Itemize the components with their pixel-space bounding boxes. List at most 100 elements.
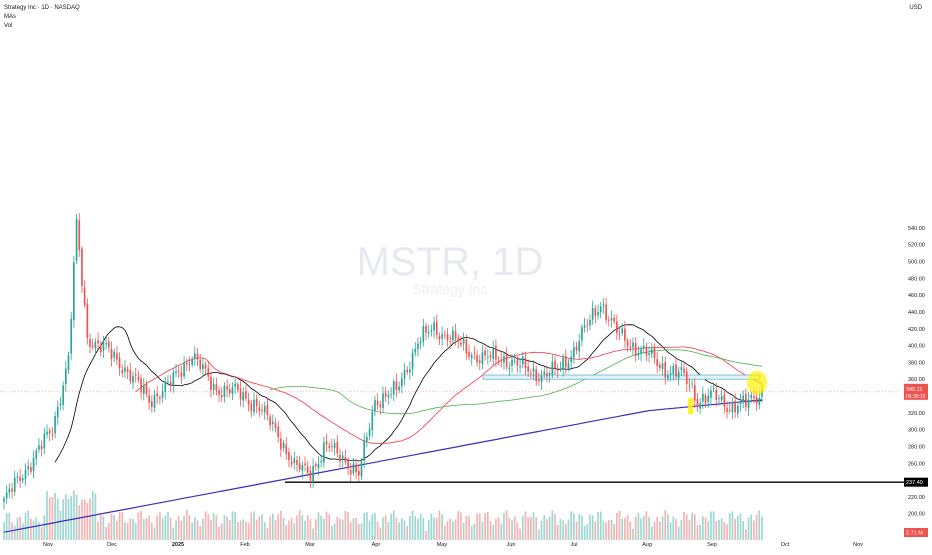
volume-bar	[180, 520, 183, 540]
candle-body	[664, 362, 667, 378]
volume-bar	[473, 523, 476, 540]
indicator-vol[interactable]: Vol	[4, 23, 13, 29]
volume-bar	[306, 515, 309, 540]
volume-bar	[465, 515, 468, 540]
volume-bar	[435, 517, 438, 540]
volume-bar	[484, 513, 486, 540]
candle-body	[677, 371, 680, 379]
candle-body	[30, 466, 32, 472]
volume-bar	[102, 516, 105, 540]
volume-bar	[583, 525, 586, 540]
candle-body	[435, 321, 438, 336]
volume-bar	[570, 511, 572, 540]
volume-bar	[333, 523, 336, 540]
volume-bar	[597, 512, 599, 540]
candle-body	[511, 359, 513, 366]
candle-body	[24, 469, 27, 480]
volume-bar	[320, 515, 323, 540]
volume-bar	[374, 513, 376, 540]
candle-body	[382, 393, 384, 409]
volume-bar	[164, 515, 167, 540]
volume-bar	[607, 520, 610, 540]
candle-body	[726, 408, 728, 412]
volume-bar	[48, 497, 51, 540]
volume-bar	[454, 519, 457, 540]
candle-body	[21, 478, 24, 481]
candle-body	[443, 334, 446, 336]
candle-body	[317, 463, 320, 469]
candle-body	[210, 376, 212, 391]
volume-bar	[736, 515, 739, 540]
candle-body	[191, 359, 193, 365]
candle-body	[675, 364, 677, 377]
candle-body	[384, 392, 387, 397]
volume-bar	[336, 516, 339, 540]
candle-body	[38, 445, 40, 450]
candle-body	[94, 341, 97, 349]
candle-body	[309, 470, 312, 481]
candle-body	[347, 460, 349, 469]
candle-body	[758, 397, 761, 405]
y-tick-label: 200.00	[908, 512, 925, 518]
candle-body	[624, 328, 626, 341]
candle-body	[331, 446, 333, 447]
volume-bar	[720, 518, 723, 540]
volume-bar	[317, 512, 320, 540]
candle-body	[285, 444, 288, 454]
volume-bar	[349, 522, 352, 540]
candle-body	[607, 319, 610, 321]
candle-body	[685, 371, 688, 385]
volume-bar	[13, 525, 16, 540]
volume-bar	[382, 517, 384, 540]
legend: Strategy Inc · 1D · NASDAQ MAs Vol	[4, 4, 80, 31]
candle-body	[110, 349, 113, 360]
volume-bar	[269, 516, 271, 540]
candle-body	[500, 359, 503, 361]
x-tick-label: Apr	[372, 542, 381, 548]
volume-bar	[457, 510, 460, 540]
candle-body	[5, 492, 8, 499]
candle-body	[78, 220, 81, 251]
candle-body	[481, 352, 484, 365]
volume-bar	[231, 511, 234, 540]
candle-body	[454, 331, 457, 339]
candle-body	[621, 328, 624, 334]
candle-body	[54, 416, 56, 434]
volume-bar	[73, 490, 75, 540]
candle-body	[196, 353, 199, 360]
ma100-line	[269, 349, 763, 415]
volume-bar	[409, 515, 411, 540]
indicator-mas[interactable]: MAs	[4, 14, 16, 20]
volume-bar	[559, 518, 562, 540]
candle-body	[151, 401, 153, 407]
candle-body	[263, 406, 266, 413]
volume-bar	[734, 519, 736, 540]
x-tick-label: Sep	[707, 542, 717, 548]
candle-body	[99, 344, 102, 353]
volume-bar	[712, 511, 715, 540]
volume-bar	[599, 511, 602, 540]
volume-bar	[296, 515, 298, 540]
candle-body	[419, 341, 422, 344]
volume-bar	[293, 523, 296, 540]
candle-body	[328, 446, 331, 448]
candle-body	[632, 342, 634, 348]
candle-body	[648, 353, 650, 355]
candle-body	[336, 441, 339, 454]
candle-body	[745, 394, 747, 407]
volume-bar	[462, 522, 465, 540]
volume-bar	[693, 514, 696, 540]
volume-bar	[99, 514, 102, 540]
candle-body	[693, 385, 696, 401]
x-tick-label: Feb	[240, 542, 249, 548]
volume-bar	[441, 514, 443, 540]
candle-body	[594, 308, 597, 316]
volume-bar	[417, 518, 419, 540]
x-tick-label: Aug	[642, 542, 652, 548]
candle-body	[427, 332, 430, 334]
candle-body	[731, 402, 734, 413]
candle-body	[349, 469, 352, 475]
candle-body	[715, 389, 718, 401]
